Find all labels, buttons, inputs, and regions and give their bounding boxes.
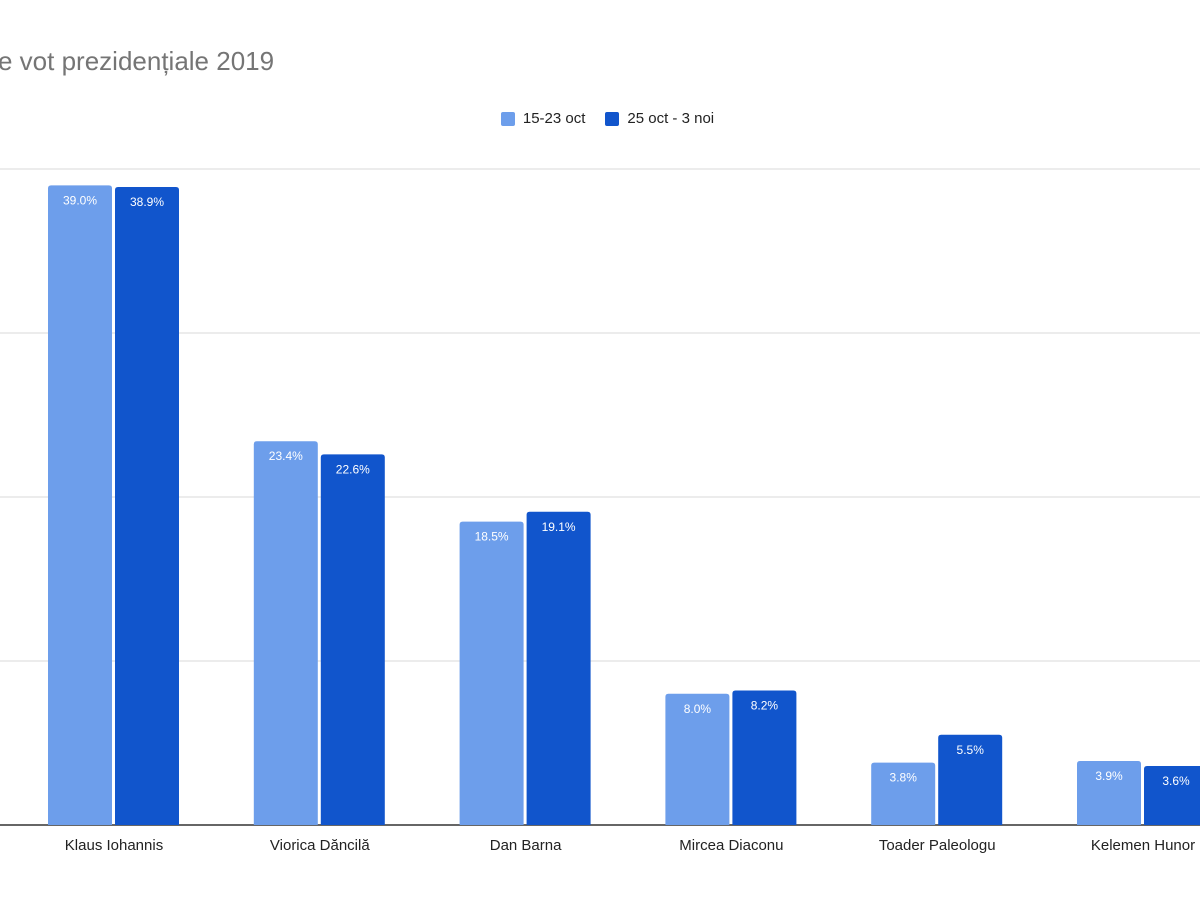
category-label: Mircea Diaconu (679, 837, 783, 854)
category-label: Toader Paleologu (879, 837, 996, 854)
bar (526, 511, 591, 825)
chart-title: e vot prezidențiale 2019 (0, 46, 275, 76)
data-label: 23.4% (269, 449, 303, 463)
bar (871, 762, 936, 825)
legend-item-series-1: 15-23 oct (500, 110, 586, 127)
bar (48, 185, 112, 825)
data-label: 19.1% (542, 520, 576, 534)
data-label: 18.5% (475, 530, 509, 544)
category-label: Viorica Dăncilă (270, 837, 370, 854)
bar (253, 441, 318, 825)
legend-swatch (500, 111, 515, 126)
bar (938, 734, 1003, 825)
bar (115, 187, 179, 826)
bar (665, 693, 730, 825)
legend-item-series-2: 25 oct - 3 noi (605, 110, 714, 127)
data-label: 3.6% (1162, 774, 1190, 788)
legend-swatch (605, 111, 620, 126)
legend: 15-23 oct 25 oct - 3 noi (0, 110, 1200, 127)
category-label: Dan Barna (490, 837, 562, 854)
data-label: 3.8% (890, 771, 918, 785)
data-label: 5.5% (957, 743, 985, 757)
data-label: 38.9% (130, 195, 164, 209)
data-label: 39.0% (63, 193, 97, 207)
bar (732, 690, 797, 825)
category-label: Klaus Iohannis (65, 837, 163, 854)
bar (320, 454, 385, 825)
legend-label: 25 oct - 3 noi (627, 110, 715, 127)
legend-label: 15-23 oct (522, 110, 586, 127)
data-label: 22.6% (336, 462, 370, 476)
category-label: Kelemen Hunor (1091, 837, 1195, 854)
data-label: 8.2% (751, 699, 779, 713)
bar (459, 521, 524, 825)
bar (1144, 765, 1200, 825)
data-label: 3.9% (1095, 769, 1123, 783)
data-label: 8.0% (684, 702, 712, 716)
bar (1077, 761, 1141, 825)
